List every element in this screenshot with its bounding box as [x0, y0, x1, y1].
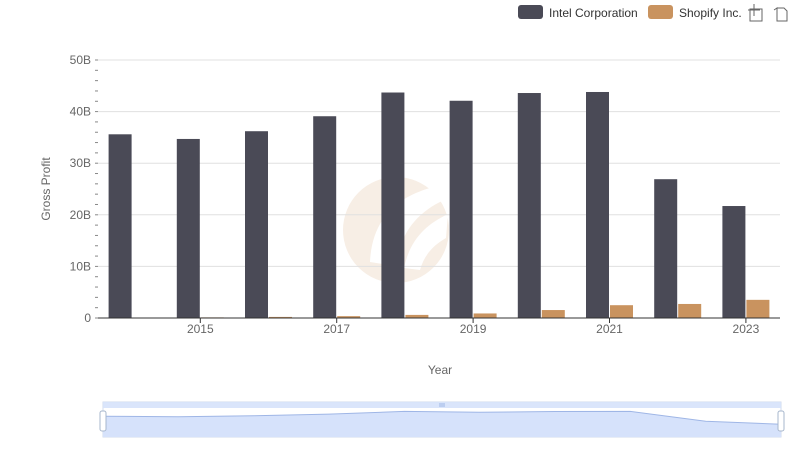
y-tick-label: 30B — [70, 156, 91, 170]
legend-swatch-intel — [518, 5, 543, 19]
x-tick-label: 2021 — [596, 322, 623, 336]
y-tick-label: 0 — [84, 311, 91, 325]
x-tick-label: 2019 — [460, 322, 487, 336]
legend-swatch-shopify — [648, 5, 673, 19]
bars — [108, 91, 770, 319]
bar-intel-corporation-2017[interactable] — [313, 116, 337, 319]
bar-intel-corporation-2014[interactable] — [108, 134, 132, 318]
y-tick-label: 40B — [70, 105, 91, 119]
bar-intel-corporation-2015[interactable] — [176, 138, 200, 318]
y-tick-label: 20B — [70, 208, 91, 222]
zoom-icon[interactable] — [748, 4, 763, 22]
x-tick-label: 2015 — [187, 322, 214, 336]
bar-shopify-inc-2016[interactable] — [269, 316, 292, 318]
bar-shopify-inc-2017[interactable] — [337, 316, 361, 318]
bar-intel-corporation-2023[interactable] — [722, 206, 746, 318]
bar-shopify-inc-2019[interactable] — [473, 313, 497, 318]
bar-intel-corporation-2016[interactable] — [245, 131, 268, 318]
slider-preview-area — [103, 411, 781, 437]
bar-intel-corporation-2019[interactable] — [449, 100, 473, 318]
slider-preview-line — [102, 410, 782, 425]
legend-label-intel: Intel Corporation — [549, 6, 638, 20]
bar-intel-corporation-2018[interactable] — [381, 92, 405, 318]
bar-shopify-inc-2020[interactable] — [541, 310, 565, 318]
bar-shopify-inc-2023[interactable] — [746, 299, 770, 318]
bar-shopify-inc-2022[interactable] — [678, 303, 702, 318]
restore-icon[interactable] — [773, 7, 788, 22]
legend: Intel Corporation Shopify Inc. — [518, 5, 742, 20]
x-tick-label: 2023 — [733, 322, 760, 336]
y-axis-ticks: 0 10B 20B 30B 40B 50B — [70, 53, 92, 325]
slider-drag-grip-icon[interactable] — [439, 403, 445, 407]
data-zoom-slider[interactable] — [99, 401, 785, 438]
y-axis-title: Gross Profit — [39, 157, 53, 221]
bar-shopify-inc-2021[interactable] — [610, 305, 633, 318]
x-tick-label: 2017 — [323, 322, 350, 336]
y-axis-minor-ticks — [95, 59, 98, 319]
x-axis-ticks: 2015 2017 2019 2021 2023 — [187, 318, 760, 336]
slider-handle-right[interactable] — [777, 410, 785, 432]
bar-shopify-inc-2018[interactable] — [405, 314, 429, 318]
y-tick-label: 50B — [70, 53, 91, 67]
slider-handle-left[interactable] — [99, 410, 107, 432]
bar-intel-corporation-2021[interactable] — [586, 91, 609, 319]
bar-intel-corporation-2022[interactable] — [654, 179, 678, 318]
x-axis-title: Year — [428, 363, 452, 377]
legend-label-shopify: Shopify Inc. — [679, 6, 742, 20]
y-tick-label: 10B — [70, 259, 91, 273]
bar-intel-corporation-2020[interactable] — [517, 93, 541, 319]
legend-item-shopify[interactable]: Shopify Inc. — [648, 5, 742, 20]
legend-item-intel[interactable]: Intel Corporation — [518, 5, 638, 20]
